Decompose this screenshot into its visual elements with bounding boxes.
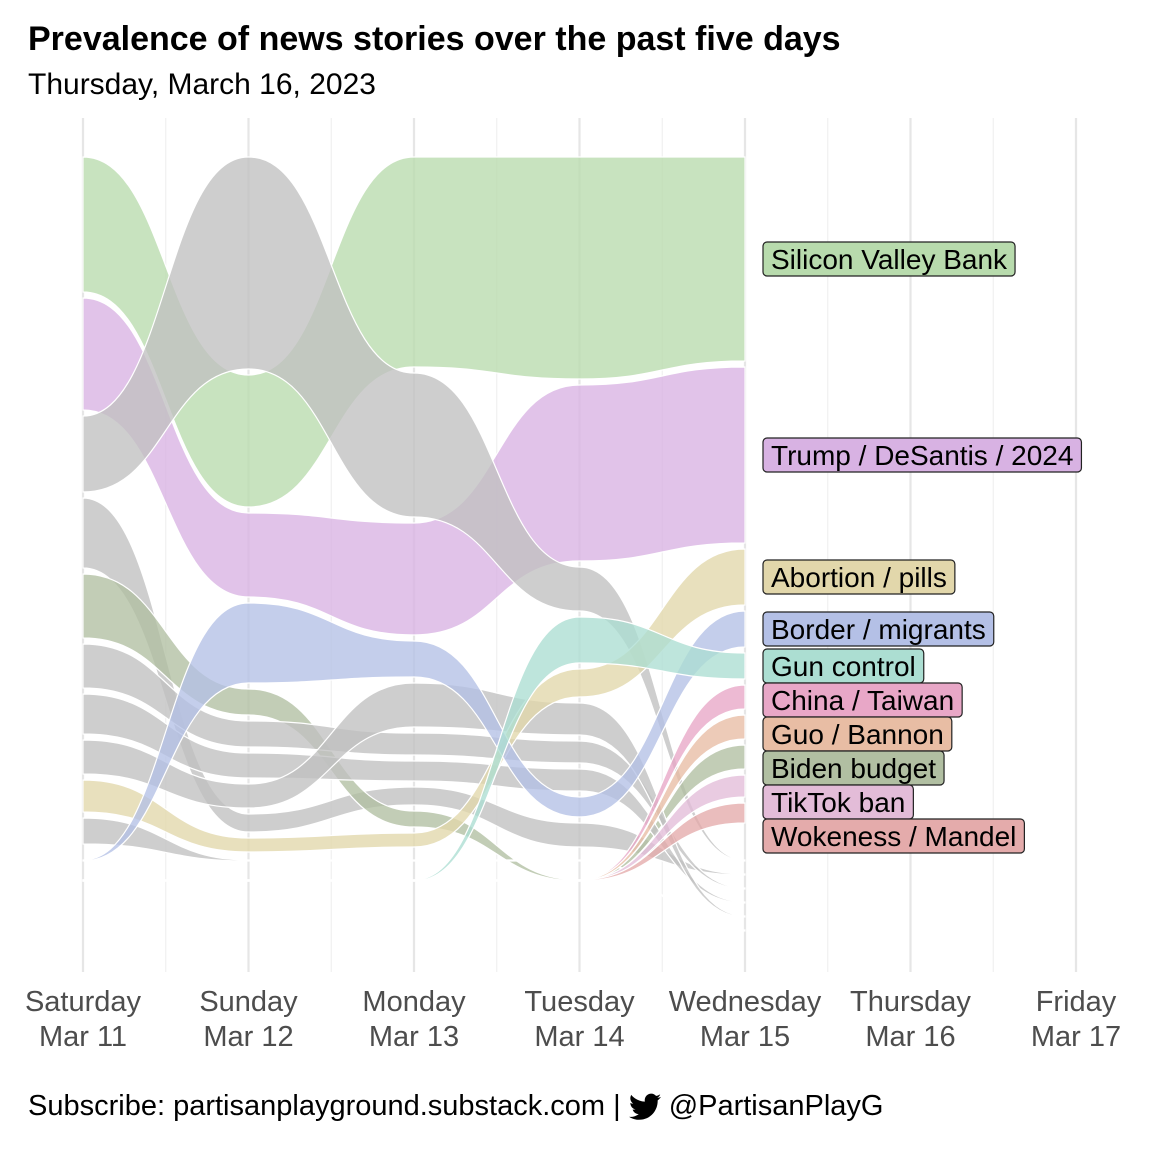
x-tick-day: Wednesday bbox=[669, 986, 822, 1018]
series-label: Silicon Valley Bank bbox=[762, 241, 1016, 277]
series-label-text: Border / migrants bbox=[771, 614, 986, 645]
chart-title: Prevalence of news stories over the past… bbox=[28, 20, 841, 58]
ribbons bbox=[82, 156, 746, 932]
series-label-box bbox=[762, 559, 956, 595]
x-tick-day: Tuesday bbox=[524, 986, 635, 1018]
ribbon-wokeness-mandel bbox=[82, 802, 746, 882]
ribbon-o2 bbox=[82, 497, 746, 876]
series-label: TikTok ban bbox=[762, 784, 914, 820]
chart-subtitle: Thursday, March 16, 2023 bbox=[28, 68, 376, 101]
ribbon-abortion-pills bbox=[82, 548, 746, 853]
twitter-bird-icon[interactable] bbox=[628, 1093, 661, 1121]
series-label-text: Gun control bbox=[771, 651, 916, 682]
twitter-handle[interactable]: @PartisanPlayG bbox=[668, 1090, 884, 1122]
ribbon-o5 bbox=[82, 682, 746, 918]
series-label-box bbox=[762, 241, 1016, 277]
x-tick-day: Thursday bbox=[850, 986, 971, 1018]
series-label: China / Taiwan bbox=[762, 682, 963, 718]
series-label-text: China / Taiwan bbox=[771, 685, 954, 716]
x-tick-date: Mar 13 bbox=[369, 1021, 459, 1053]
x-tick-date: Mar 16 bbox=[865, 1021, 955, 1053]
series-label: Guo / Bannon bbox=[762, 716, 953, 752]
series-label-text: Guo / Bannon bbox=[771, 719, 944, 750]
series-label: Gun control bbox=[762, 648, 925, 684]
subscribe-text: Subscribe: partisanplayground.substack.c… bbox=[28, 1090, 621, 1122]
series-label-box bbox=[762, 818, 1025, 854]
ribbon-trump-desantis-2024 bbox=[82, 297, 746, 636]
footer: Subscribe: partisanplayground.substack.c… bbox=[28, 1090, 883, 1123]
series-label-box bbox=[762, 611, 995, 647]
series-label: Wokeness / Mandel bbox=[762, 818, 1025, 854]
series-label-text: Trump / DeSantis / 2024 bbox=[771, 440, 1073, 471]
series-label-box bbox=[762, 437, 1083, 473]
bump-chart: Silicon Valley Bank Trump / DeSantis / 20… bbox=[25, 118, 1121, 1053]
x-tick-day: Monday bbox=[362, 986, 466, 1018]
series-label-text: Abortion / pills bbox=[771, 562, 947, 593]
x-tick-date: Mar 12 bbox=[203, 1021, 293, 1053]
ribbon-border-migrants bbox=[82, 602, 746, 862]
ribbon-o6 bbox=[82, 817, 746, 932]
x-tick-date: Mar 17 bbox=[1031, 1021, 1121, 1053]
series-label-text: Silicon Valley Bank bbox=[771, 244, 1008, 275]
x-tick-day: Friday bbox=[1036, 986, 1117, 1018]
x-tick-date: Mar 11 bbox=[39, 1021, 127, 1053]
ribbon-o3 bbox=[82, 643, 746, 890]
series-label-text: Biden budget bbox=[771, 753, 936, 784]
series-label: Biden budget bbox=[762, 750, 945, 786]
series-label: Trump / DeSantis / 2024 bbox=[762, 437, 1083, 473]
series-labels: Silicon Valley Bank Trump / DeSantis / 20… bbox=[762, 241, 1083, 854]
ribbon-o1 bbox=[82, 156, 746, 862]
x-tick-date: Mar 14 bbox=[534, 1021, 624, 1053]
series-label: Abortion / pills bbox=[762, 559, 956, 595]
series-label-text: Wokeness / Mandel bbox=[771, 821, 1016, 852]
x-tick-day: Sunday bbox=[199, 986, 298, 1018]
x-tick-date: Mar 15 bbox=[700, 1021, 790, 1053]
x-tick-day: Saturday bbox=[25, 986, 142, 1018]
series-label-text: TikTok ban bbox=[771, 787, 905, 818]
series-label: Border / migrants bbox=[762, 611, 995, 647]
